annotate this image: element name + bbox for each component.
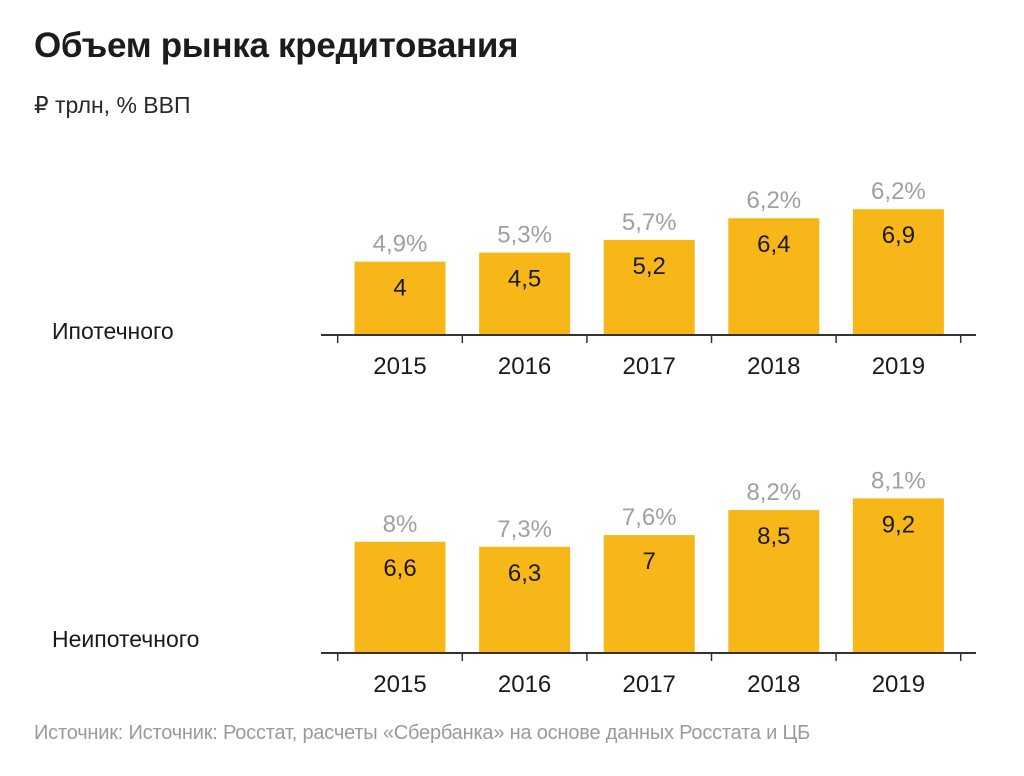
chart-subtitle: ₽ трлн, % ВВП — [34, 92, 191, 118]
source-note: Источник: Источник: Росстат, расчеты «Сб… — [34, 722, 811, 744]
non-mortgage-percent-label-2019: 8,1% — [871, 467, 926, 494]
mortgage-value-label-2019: 6,9 — [882, 222, 915, 249]
non-mortgage-value-label-2017: 7 — [643, 548, 656, 575]
chart-title: Объем рынка кредитования — [34, 26, 519, 65]
mortgage-value-label-2016: 4,5 — [508, 266, 541, 293]
mortgage-bar-2019 — [852, 209, 944, 334]
mortgage-bar-2016 — [479, 252, 571, 334]
mortgage-percent-label-2015: 4,9% — [373, 231, 428, 258]
non-mortgage-bar-2019 — [852, 498, 944, 652]
non-mortgage-bar-2017 — [603, 535, 695, 652]
mortgage-xtick-label-2018: 2018 — [747, 353, 800, 380]
mortgage-percent-label-2016: 5,3% — [497, 222, 552, 249]
mortgage-percent-label-2017: 5,7% — [622, 209, 677, 236]
non-mortgage-xtick-label-2016: 2016 — [498, 671, 551, 698]
mortgage-xtick-label-2016: 2016 — [498, 353, 551, 380]
non-mortgage-bar-2015 — [354, 541, 446, 652]
mortgage-percent-label-2019: 6,2% — [871, 178, 926, 205]
non-mortgage-value-label-2016: 6,3 — [508, 560, 541, 587]
non-mortgage-bar-2018 — [728, 510, 820, 652]
non-mortgage-percent-label-2016: 7,3% — [497, 516, 552, 543]
non-mortgage-value-label-2019: 9,2 — [882, 511, 915, 538]
mortgage-value-label-2018: 6,4 — [757, 231, 790, 258]
mortgage-bar-2015 — [354, 261, 446, 334]
non-mortgage-value-label-2018: 8,5 — [757, 523, 790, 550]
non-mortgage-xtick-label-2018: 2018 — [747, 671, 800, 698]
mortgage-percent-label-2018: 6,2% — [746, 187, 801, 214]
non-mortgage-xtick-label-2015: 2015 — [373, 671, 426, 698]
mortgage-xtick-label-2017: 2017 — [623, 353, 676, 380]
non-mortgage-percent-label-2018: 8,2% — [746, 479, 801, 506]
mortgage-value-label-2015: 4 — [393, 275, 406, 302]
mortgage-value-label-2017: 5,2 — [633, 253, 666, 280]
non-mortgage-xtick-label-2017: 2017 — [623, 671, 676, 698]
panel-label-mortgage: Ипотечного — [52, 318, 174, 344]
mortgage-xtick-label-2019: 2019 — [872, 353, 925, 380]
non-mortgage-percent-label-2017: 7,6% — [622, 504, 677, 531]
non-mortgage-bar-2016 — [479, 546, 571, 652]
mortgage-bar-2018 — [728, 218, 820, 334]
mortgage-bar-2017 — [603, 239, 695, 334]
panel-label-non-mortgage: Неипотечного — [52, 626, 200, 652]
non-mortgage-percent-label-2015: 8% — [383, 511, 418, 538]
non-mortgage-value-label-2015: 6,6 — [383, 555, 416, 582]
non-mortgage-xtick-label-2019: 2019 — [872, 671, 925, 698]
mortgage-xtick-label-2015: 2015 — [373, 353, 426, 380]
